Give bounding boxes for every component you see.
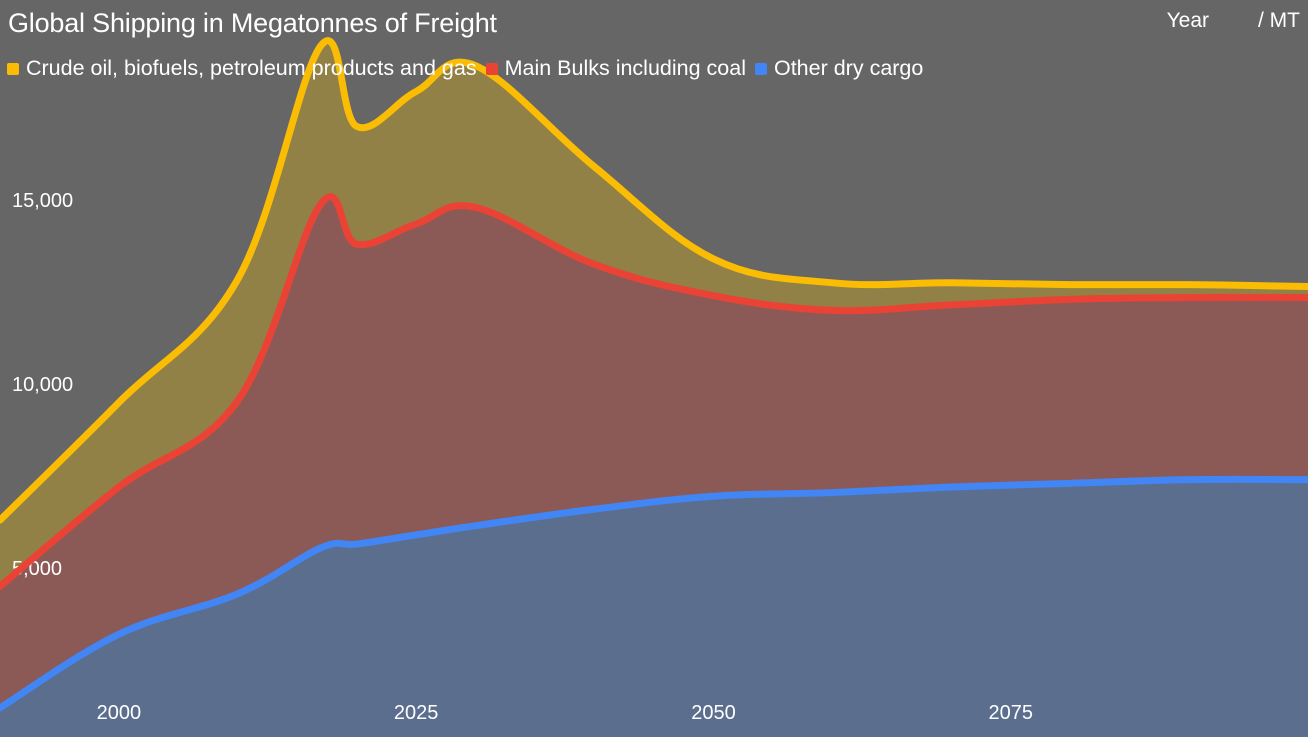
legend-label: Main Bulks including coal [504, 56, 746, 80]
x-tick-label: 2025 [394, 702, 439, 724]
area-fill-other-dry-cargo [0, 479, 1308, 737]
y-tick-label: 10,000 [12, 374, 73, 396]
legend-swatch [7, 62, 19, 75]
chart-title: Global Shipping in Megatonnes of Freight [8, 8, 497, 38]
y-axis-label: / MT [1258, 9, 1300, 32]
y-tick-label: 15,000 [12, 190, 73, 212]
legend-label: Other dry cargo [773, 56, 924, 80]
legend-item-main-bulks-including-coal[interactable]: Main Bulks including coal [485, 56, 746, 81]
x-tick-label: 2075 [988, 702, 1033, 724]
legend-item-crude-oil-biofuels-petroleum-products-and-gas[interactable]: Crude oil, biofuels, petroleum products … [7, 56, 477, 81]
area-fills [0, 40, 1308, 737]
x-tick-label: 2000 [97, 702, 142, 724]
legend-label: Crude oil, biofuels, petroleum products … [26, 56, 477, 80]
x-axis-label: Year [1166, 9, 1209, 32]
x-tick-label: 2050 [691, 702, 736, 724]
legend-item-other-dry-cargo[interactable]: Other dry cargo [754, 56, 924, 81]
series-line-crude-oil-biofuels-petroleum-products-and-gas [0, 37, 1308, 524]
axis-units: Year / MT [1167, 9, 1300, 33]
chart-legend: Crude oil, biofuels, petroleum products … [7, 56, 932, 81]
series-lines [0, 37, 1308, 712]
series-line-main-bulks-including-coal [0, 193, 1308, 590]
legend-swatch [754, 62, 767, 75]
series-line-other-dry-cargo [0, 475, 1308, 712]
legend-swatch [485, 62, 498, 75]
